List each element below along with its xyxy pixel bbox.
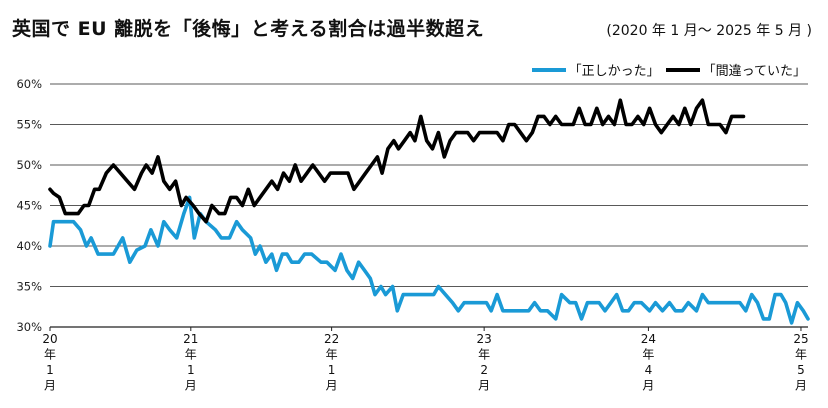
x-tick-label: 年 — [478, 348, 490, 362]
legend-swatch-wrong — [665, 67, 700, 72]
x-tick-label: 年 — [326, 348, 338, 362]
y-tick-label: 35% — [16, 280, 42, 294]
x-tick-label: 5 — [797, 363, 805, 377]
y-tick-label: 45% — [16, 199, 42, 213]
legend-item-correct: 「正しかった」 — [531, 60, 660, 79]
chart-title: 英国で EU 離脱を「後悔」と考える割合は過半数超え — [12, 18, 485, 40]
x-tick-label: 月 — [795, 379, 807, 393]
x-tick-label: 月 — [185, 379, 197, 393]
x-tick-label: 年 — [185, 348, 197, 362]
x-tick-label: 2 — [480, 363, 488, 377]
x-tick-label: 月 — [478, 379, 490, 393]
x-tick-label: 25 — [793, 332, 808, 346]
x-tick-label: 年 — [642, 348, 654, 362]
x-tick-label: 20 — [42, 332, 57, 346]
x-tick-label: 月 — [642, 379, 654, 393]
series-line-correct — [48, 195, 810, 325]
legend-item-wrong: 「間違っていた」 — [665, 60, 806, 79]
legend-label-wrong: 「間違っていた」 — [702, 64, 806, 79]
x-tick-label: 21 — [183, 332, 198, 346]
x-tick-label: 年 — [44, 348, 56, 362]
x-tick-label: 4 — [645, 363, 653, 377]
x-tick-label: 1 — [187, 363, 195, 377]
y-tick-label: 55% — [16, 118, 42, 132]
x-tick-label: 1 — [46, 363, 54, 377]
x-tick-label: 24 — [641, 332, 656, 346]
y-tick-label: 40% — [16, 239, 42, 253]
y-tick-label: 30% — [16, 320, 42, 334]
chart-subtitle: (2020 年 1 月～ 2025 年 5 月 ) — [606, 23, 812, 39]
y-tick-label: 60% — [16, 77, 42, 91]
series-line-wrong — [48, 98, 746, 224]
x-tick-label: 月 — [44, 379, 56, 393]
y-tick-label: 50% — [16, 158, 42, 172]
x-tick-label: 1 — [328, 363, 336, 377]
legend-label-correct: 「正しかった」 — [568, 64, 660, 79]
x-tick-label: 22 — [324, 332, 339, 346]
legend-swatch-correct — [531, 67, 566, 72]
chart-legend: 「正しかった」 「間違っていた」 — [526, 60, 806, 79]
x-tick-label: 年 — [795, 348, 807, 362]
x-tick-label: 23 — [477, 332, 492, 346]
x-tick-label: 月 — [326, 379, 338, 393]
